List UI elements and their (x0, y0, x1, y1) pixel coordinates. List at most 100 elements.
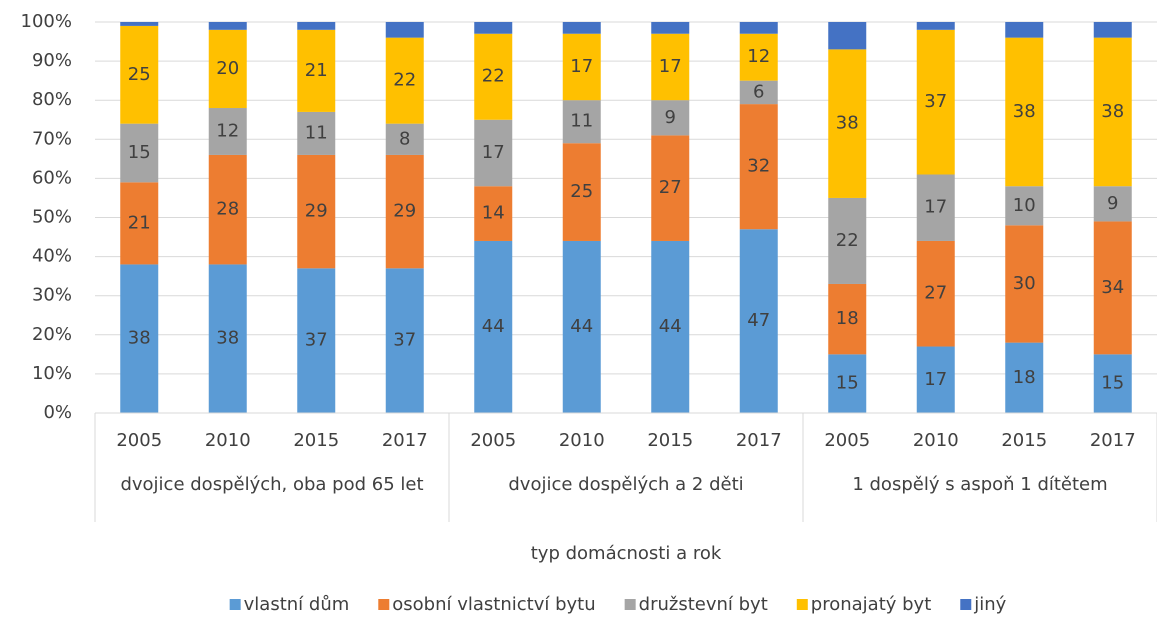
bar-segment (297, 154, 336, 269)
legend-swatch (229, 599, 241, 610)
y-tick-label: 0% (43, 402, 72, 423)
bar-segment (1093, 22, 1132, 38)
bar-segment (562, 22, 601, 34)
data-label: 9 (1107, 193, 1118, 214)
bar-segment (1093, 354, 1132, 413)
bar-segment (1005, 37, 1044, 187)
bar-segment (208, 264, 247, 413)
bar-segment (385, 268, 424, 413)
bar-segment (385, 123, 424, 155)
data-label: 6 (753, 81, 764, 102)
legend-swatch (796, 599, 808, 610)
bar-segment (651, 135, 690, 241)
bar-segment (1005, 186, 1044, 226)
bar-segment (739, 22, 778, 34)
data-label: 17 (570, 56, 593, 77)
bar-segment (651, 100, 690, 136)
x-tick-label: 2017 (736, 430, 782, 451)
bar-segment (562, 240, 601, 413)
data-label: 12 (216, 120, 239, 141)
data-label: 38 (1101, 101, 1124, 122)
data-label: 14 (482, 203, 505, 224)
bar-segment (474, 119, 513, 187)
data-label: 9 (665, 107, 676, 128)
data-label: 17 (482, 142, 505, 163)
data-label: 20 (216, 58, 239, 79)
data-label: 47 (747, 310, 770, 331)
x-tick-label: 2015 (1001, 430, 1047, 451)
data-label: 18 (836, 308, 859, 329)
bar-segment (385, 37, 424, 124)
group-label: dvojice dospělých a 2 děti (508, 474, 744, 495)
data-label: 11 (305, 122, 328, 143)
data-label: 22 (482, 66, 505, 87)
y-tick-label: 40% (32, 246, 72, 267)
group-label: dvojice dospělých, oba pod 65 let (120, 474, 424, 495)
data-label: 25 (128, 64, 151, 85)
data-label: 29 (305, 201, 328, 222)
x-tick-label: 2017 (1090, 430, 1136, 451)
bar-segment (208, 29, 247, 109)
data-label: 44 (659, 316, 682, 337)
bar-segment (739, 33, 778, 81)
data-label: 38 (128, 328, 151, 349)
x-tick-label: 2005 (824, 430, 870, 451)
data-label: 15 (128, 142, 151, 163)
data-label: 10 (1013, 195, 1036, 216)
bar-segment (474, 22, 513, 34)
bar-segment (562, 33, 601, 101)
y-tick-label: 70% (32, 128, 72, 149)
bar-segment (474, 240, 513, 413)
data-label: 11 (570, 111, 593, 132)
y-tick-label: 100% (21, 11, 72, 32)
bar-segment (916, 240, 955, 347)
bar-segment (916, 346, 955, 413)
data-label: 17 (659, 56, 682, 77)
bar-segment (651, 33, 690, 101)
bar-segment (916, 29, 955, 175)
data-label: 30 (1013, 273, 1036, 294)
y-tick-label: 80% (32, 89, 72, 110)
bar-segment (1005, 22, 1044, 38)
legend-swatch (378, 599, 390, 610)
bar-segment (562, 143, 601, 241)
data-label: 44 (482, 316, 505, 337)
data-label: 25 (570, 181, 593, 202)
bar-segment (828, 283, 867, 355)
bar-segment (208, 108, 247, 155)
data-label: 37 (924, 91, 947, 112)
bar-segment (120, 22, 159, 26)
bar-segment (1093, 221, 1132, 355)
bar-segment (385, 22, 424, 38)
bar-segment (1093, 186, 1132, 222)
data-label: 17 (924, 369, 947, 390)
bar-segment (297, 268, 336, 413)
data-label: 8 (399, 128, 410, 149)
bar-segment (828, 197, 867, 284)
data-label: 21 (305, 60, 328, 81)
data-label: 18 (1013, 367, 1036, 388)
data-label: 17 (924, 197, 947, 218)
bar-segment (739, 80, 778, 105)
group-label: 1 dospělý s aspoň 1 dítětem (852, 474, 1108, 495)
data-label: 21 (128, 212, 151, 233)
legend-label: jiný (973, 594, 1006, 615)
data-label: 37 (393, 330, 416, 351)
bar-segment (828, 49, 867, 198)
x-tick-label: 2017 (382, 430, 428, 451)
data-label: 38 (1013, 101, 1036, 122)
data-label: 37 (305, 330, 328, 351)
y-tick-label: 90% (32, 50, 72, 71)
bar-segment (562, 100, 601, 144)
bar-segment (474, 33, 513, 120)
bar-segment (1005, 342, 1044, 413)
legend-label: pronajatý byt (811, 594, 931, 615)
x-tick-label: 2010 (913, 430, 959, 451)
data-label: 32 (747, 156, 770, 177)
bar-segment (297, 22, 336, 30)
bar-segment (916, 174, 955, 241)
data-label: 27 (924, 283, 947, 304)
data-label: 29 (393, 201, 416, 222)
bar-segment (916, 22, 955, 30)
